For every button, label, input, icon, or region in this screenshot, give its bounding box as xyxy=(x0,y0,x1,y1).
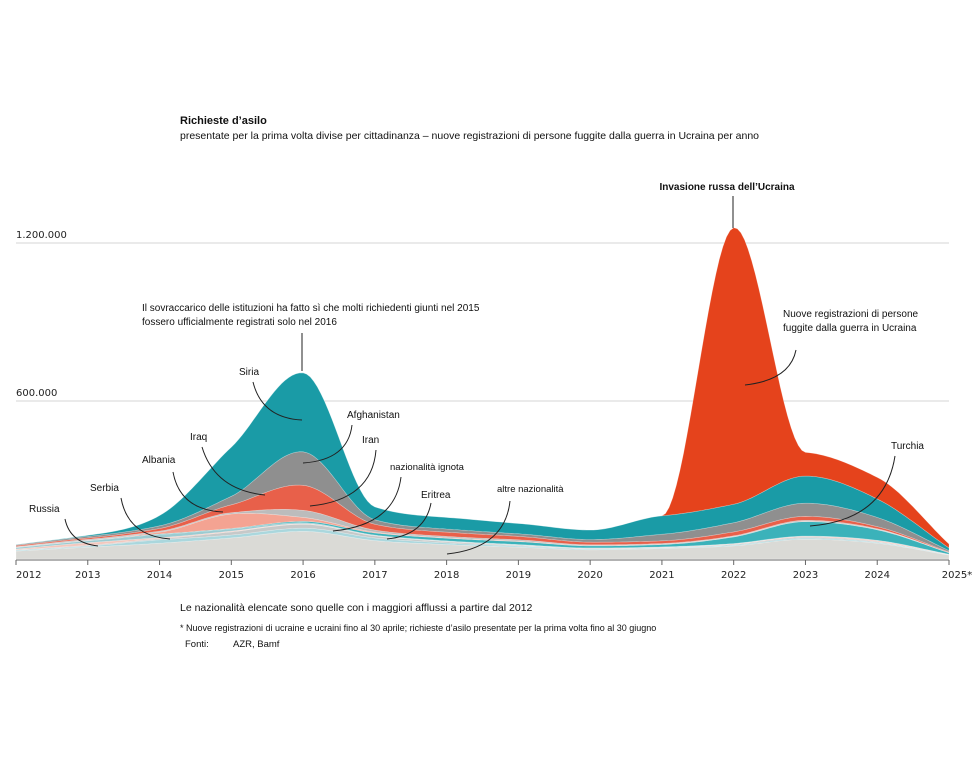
x-tick-label: 2025* xyxy=(942,570,972,581)
annotations: Invasione russa dell’Ucraina Il sovracca… xyxy=(29,182,924,555)
leader-eritrea xyxy=(386,502,432,540)
label-altre-nazionalita: altre nazionalità xyxy=(497,484,564,495)
label-afghanistan: Afghanistan xyxy=(347,410,400,421)
chart-title: Richieste d’asilo xyxy=(180,115,267,127)
area-nuove xyxy=(15,227,950,549)
x-tick-label: 2020 xyxy=(577,570,602,581)
leader-iran xyxy=(309,449,377,507)
x-tick-label: 2022 xyxy=(721,570,746,581)
leader-afghanistan xyxy=(302,424,353,464)
label-turchia: Turchia xyxy=(891,441,924,452)
sources: AZR, Bamf xyxy=(233,639,280,650)
annotation-ukraine-1: Nuove registrazioni di persone xyxy=(783,309,919,320)
x-tick-label: 2012 xyxy=(16,570,41,581)
x-tick-label: 2017 xyxy=(362,570,387,581)
stacked-areas xyxy=(15,227,950,560)
footnote: * Nuove registrazioni di ucraine e ucrai… xyxy=(180,623,656,633)
leader-albania xyxy=(172,471,224,513)
label-siria: Siria xyxy=(239,367,259,378)
label-russia: Russia xyxy=(29,504,60,515)
chart-subtitle: presentate per la prima volta divise per… xyxy=(180,130,759,142)
leader-nazionalita-ignota xyxy=(332,476,402,532)
x-tick-label: 2016 xyxy=(290,570,315,581)
label-iran: Iran xyxy=(362,435,379,446)
label-eritrea: Eritrea xyxy=(421,490,451,501)
x-tick-label: 2015 xyxy=(219,570,244,581)
annotation-overload-1: Il sovraccarico delle istituzioni ha fat… xyxy=(142,303,480,314)
label-serbia: Serbia xyxy=(90,483,119,494)
gridlines: 600.000 1.200.000 xyxy=(16,230,949,402)
x-tick-label: 2024 xyxy=(865,570,890,581)
leader-altre-nazionalita xyxy=(446,500,511,555)
leader-ukraine xyxy=(744,349,797,386)
x-tick-label: 2023 xyxy=(793,570,818,581)
annotation-invasion: Invasione russa dell’Ucraina xyxy=(659,182,794,193)
x-tick-label: 2018 xyxy=(434,570,459,581)
x-axis: 2012 2013 2014 2015 2016 2017 2018 2019 2020 2021… xyxy=(15,559,972,581)
sources-label: Fonti: xyxy=(185,639,209,650)
area-serbia xyxy=(15,522,950,555)
annotation-ukraine-2: fuggite dalla guerra in Ucraina xyxy=(783,323,917,334)
x-tick-label: 2021 xyxy=(649,570,674,581)
y-tick-label: 600.000 xyxy=(16,388,57,399)
x-tick-label: 2014 xyxy=(147,570,172,581)
area-siria xyxy=(15,372,950,552)
annotation-overload-2: fossero ufficialmente registrati solo ne… xyxy=(142,317,337,328)
leader-russia xyxy=(64,518,99,547)
y-tick-label: 1.200.000 xyxy=(16,230,67,241)
x-tick-label: 2013 xyxy=(75,570,100,581)
leader-serbia xyxy=(120,497,171,540)
label-nazionalita-ignota: nazionalità ignota xyxy=(390,462,465,473)
leader-iraq xyxy=(201,446,266,496)
leader-turchia xyxy=(809,455,896,527)
note-listed: Le nazionalità elencate sono quelle con … xyxy=(180,602,533,614)
leader-siria xyxy=(252,381,303,421)
x-tick-label: 2019 xyxy=(506,570,531,581)
label-iraq: Iraq xyxy=(190,432,207,443)
label-albania: Albania xyxy=(142,455,176,466)
